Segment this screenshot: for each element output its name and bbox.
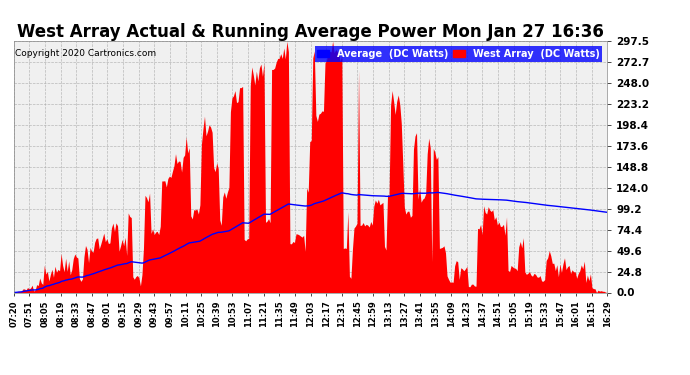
Title: West Array Actual & Running Average Power Mon Jan 27 16:36: West Array Actual & Running Average Powe… <box>17 23 604 41</box>
Legend: Average  (DC Watts), West Array  (DC Watts): Average (DC Watts), West Array (DC Watts… <box>315 46 602 62</box>
Text: Copyright 2020 Cartronics.com: Copyright 2020 Cartronics.com <box>15 49 156 58</box>
